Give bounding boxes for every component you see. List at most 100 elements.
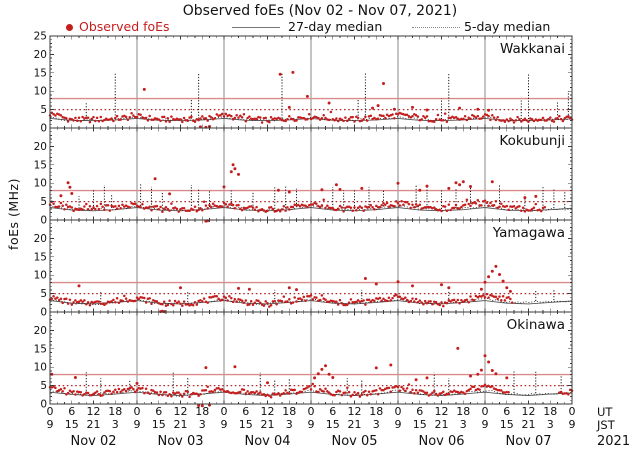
x-tick-label-ut: 6	[242, 405, 250, 418]
station-label: Okinawa	[507, 317, 565, 333]
x-tick-label-jst: 3	[111, 418, 119, 431]
x-tick-label-jst: 15	[238, 418, 253, 431]
observed-outlier-dot	[179, 286, 182, 290]
observed-outlier-dot	[456, 346, 460, 350]
x-tick-label-jst: 3	[546, 418, 554, 431]
observed-outlier-dot	[414, 378, 418, 382]
median5-line	[49, 183, 573, 212]
observed-outlier-dot	[305, 94, 309, 98]
panel-okinawa: 0 5 10 15 20 Okinawa	[34, 311, 574, 411]
x-tick-label-ut: 12	[521, 405, 536, 418]
x-tick-label-ut: 6	[68, 405, 76, 418]
station-label: Kokubunji	[499, 133, 565, 149]
x-tick-label-ut: 6	[155, 405, 163, 418]
observed-outlier-dot	[483, 280, 487, 284]
x-tick-label-jst: 15	[412, 418, 427, 431]
observed-outlier-dot	[374, 366, 378, 370]
x-tick-label-jst: 15	[151, 418, 166, 431]
observed-dots	[48, 163, 547, 223]
x-tick-label-jst: 3	[285, 418, 293, 431]
x-tick-label-ut: 0	[307, 405, 315, 418]
median27-line	[49, 391, 573, 396]
day-label: Nov 05	[331, 434, 378, 449]
y-tick-label: 5	[40, 196, 47, 208]
y-tick-label: 25	[34, 31, 47, 43]
observed-outlier-dot	[469, 185, 472, 188]
day-label: Nov 06	[418, 434, 465, 449]
observed-outlier-dot	[392, 107, 396, 111]
observed-outlier-dot	[418, 188, 422, 192]
y-tick-label: 20	[34, 141, 47, 153]
observed-outlier-dot	[73, 376, 77, 379]
x-tick-label-ut: 12	[86, 405, 101, 418]
legend-dotted-line-icon	[412, 27, 460, 28]
day-label: Nov 07	[505, 434, 552, 449]
observed-outlier-dot	[505, 376, 509, 380]
x-tick-label-jst: 15	[499, 418, 514, 431]
year-label: 2021	[597, 434, 631, 449]
observed-outlier-dot	[458, 183, 462, 187]
legend-solid-line-icon	[232, 27, 280, 28]
x-tick-label-ut: 6	[329, 405, 337, 418]
observed-outlier-dot	[476, 372, 480, 376]
observed-outlier-dot	[59, 194, 63, 198]
observed-outlier-dot	[320, 367, 324, 371]
observed-outlier-dot	[389, 363, 393, 367]
y-tick-label: 0	[40, 307, 47, 319]
x-tick-label-jst: 3	[372, 418, 380, 431]
median27-line	[49, 207, 573, 212]
tick-marks	[49, 311, 573, 405]
observed-outlier-dot	[338, 188, 342, 191]
x-tick-label-ut: 6	[503, 405, 511, 418]
observed-outlier-dot	[425, 184, 429, 188]
median5-line	[49, 72, 573, 122]
observed-outlier-dot	[68, 185, 72, 189]
x-tick-label-ut: 12	[434, 405, 449, 418]
day-gridlines	[136, 220, 486, 312]
observed-dots	[48, 346, 574, 408]
x-tick-label-jst: 9	[133, 418, 141, 431]
median27-line	[49, 300, 573, 305]
panel-wakkanai: 0 5 10 15 20 25 Wakkanai	[34, 31, 574, 135]
observed-outlier-dot	[313, 376, 317, 380]
day-gridlines	[136, 128, 486, 220]
observed-outlier-dot	[295, 288, 298, 292]
observed-outlier-dot	[447, 186, 451, 190]
x-tick-label-ut: 0	[220, 405, 228, 418]
observed-outlier-dot	[66, 181, 70, 185]
y-tick-label: 10	[34, 270, 47, 282]
observed-outlier-dot	[231, 163, 235, 167]
observed-outlier-dot	[376, 104, 380, 108]
x-tick-label-jst: 21	[173, 418, 188, 431]
observed-outlier-dot	[483, 354, 487, 358]
y-tick-label: 0	[40, 215, 47, 227]
x-tick-label-jst: 3	[459, 418, 467, 431]
observed-outlier-dot	[454, 181, 458, 185]
x-tick-label-ut: 0	[481, 405, 489, 418]
y-tick-label: 0	[40, 123, 47, 135]
observed-outlier-dot	[237, 286, 240, 290]
observed-dots	[48, 70, 574, 129]
observed-outlier-dot	[411, 105, 414, 109]
observed-outlier-dot	[291, 70, 295, 74]
observed-outlier-dot	[287, 105, 291, 109]
observed-outlier-dot	[197, 404, 201, 407]
observed-outlier-dot	[534, 194, 538, 198]
day-label: Nov 04	[244, 434, 291, 449]
x-tick-label-jst: 21	[521, 418, 536, 431]
x-tick-label-jst: 21	[260, 418, 275, 431]
legend-27day-label: 27-day median	[288, 19, 383, 34]
ut-unit-label: UT	[597, 405, 613, 419]
x-tick-label-jst: 9	[568, 418, 576, 431]
observed-outlier-dot	[447, 286, 451, 290]
x-tick-label-ut: 0	[133, 405, 141, 418]
y-tick-label: 20	[34, 49, 47, 61]
x-tick-label-ut: 18	[543, 405, 558, 418]
observed-outlier-dot	[505, 286, 509, 290]
chart-title: Observed foEs (Nov 02 - Nov 07, 2021)	[182, 3, 458, 19]
observed-outlier-dot	[70, 192, 74, 195]
x-tick-label-ut: 18	[108, 405, 123, 418]
observed-outlier-dot	[229, 170, 233, 174]
day-gridlines	[136, 312, 486, 404]
x-tick-label-jst: 9	[481, 418, 489, 431]
